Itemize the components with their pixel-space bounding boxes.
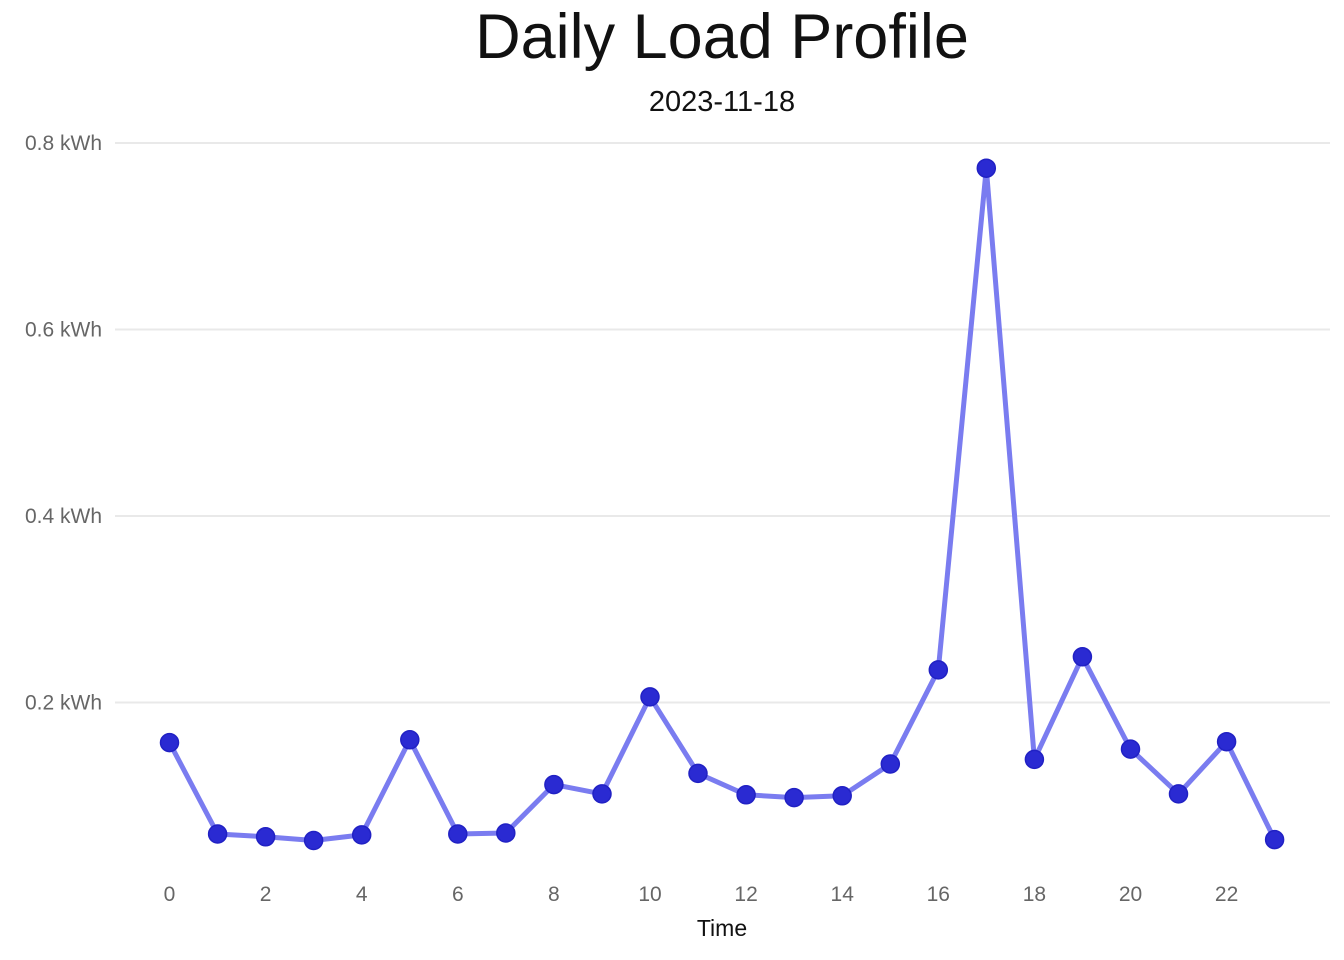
load-line [167,165,1278,843]
data-point-hour-1[interactable] [207,824,228,844]
x-tick-label-18: 18 [1023,883,1046,906]
data-point-hour-8[interactable] [544,774,564,795]
data-point-hour-6[interactable] [448,824,468,844]
y-axis-tick-labels: 0.2 kWh 0.4 kWh 0.6 kWh 0.8 kWh [25,132,102,715]
data-point-hour-19[interactable] [1072,647,1093,667]
load-line-series [159,158,1285,851]
data-point-hour-5[interactable] [400,730,420,750]
x-tick-label-8: 8 [548,883,560,906]
data-point-hour-22[interactable] [1216,731,1237,752]
x-tick-label-10: 10 [638,883,661,906]
x-tick-label-6: 6 [452,883,464,906]
data-point-hour-10[interactable] [640,687,660,707]
x-tick-label-12: 12 [734,883,757,906]
data-point-hour-20[interactable] [1120,739,1141,759]
data-point-hour-0[interactable] [159,732,180,753]
x-tick-label-16: 16 [927,883,950,906]
x-tick-label-2: 2 [260,883,272,906]
data-point-hour-16[interactable] [928,660,949,680]
x-tick-label-22: 22 [1215,883,1238,906]
y-tick-label-0.2: 0.2 kWh [25,692,102,715]
x-axis-tick-labels: 0 2 4 6 8 10 12 14 16 18 20 22 [164,883,1239,906]
chart-title: Daily Load Profile [475,2,969,72]
data-point-hour-4[interactable] [351,825,372,845]
data-point-hour-14[interactable] [832,786,852,806]
data-point-hour-3[interactable] [303,830,324,851]
y-tick-label-0.6: 0.6 kWh [25,319,102,342]
data-point-hour-12[interactable] [736,785,756,805]
data-point-hour-17[interactable] [976,158,997,178]
data-point-hour-21[interactable] [1168,784,1189,804]
chart-subtitle: 2023-11-18 [649,86,795,118]
x-tick-label-20: 20 [1119,883,1142,906]
x-tick-label-14: 14 [831,883,855,906]
x-axis-title: Time [697,915,747,941]
data-point-hour-15[interactable] [880,754,901,774]
data-point-hour-2[interactable] [255,827,276,847]
y-tick-label-0.8: 0.8 kWh [25,132,102,155]
data-point-hour-7[interactable] [496,823,516,843]
data-point-hour-11[interactable] [688,763,708,784]
data-point-hour-23[interactable] [1264,829,1285,850]
data-point-hour-9[interactable] [592,784,612,804]
x-tick-label-0: 0 [164,883,176,906]
data-point-hour-13[interactable] [784,787,804,808]
data-point-hour-18[interactable] [1024,749,1045,770]
y-tick-label-0.4: 0.4 kWh [25,505,102,528]
x-tick-label-4: 4 [356,883,368,906]
gridlines [115,142,1330,704]
